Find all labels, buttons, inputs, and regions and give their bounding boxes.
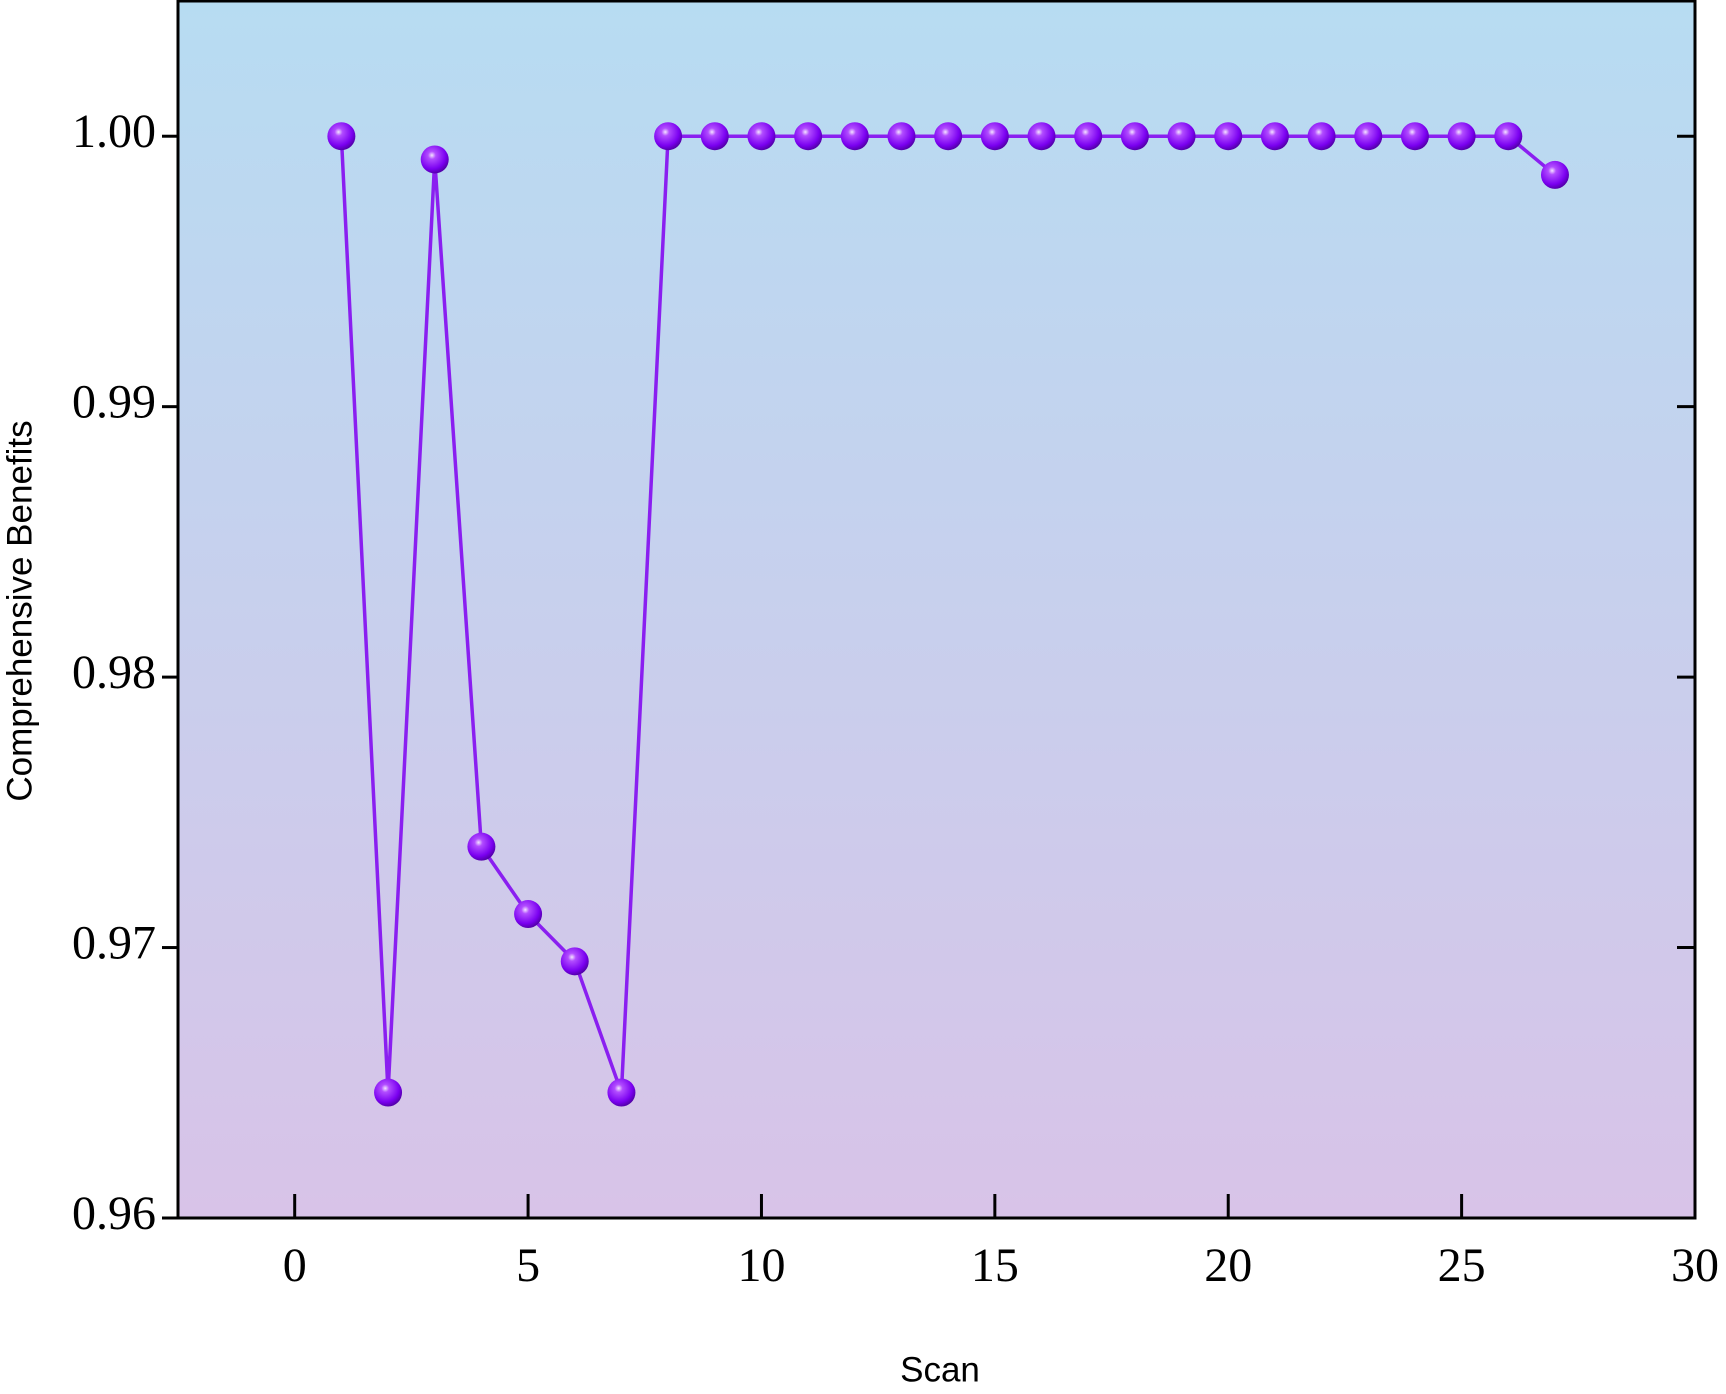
- data-point: [1540, 160, 1569, 189]
- data-point: [1074, 122, 1103, 151]
- data-point: [607, 1078, 636, 1107]
- data-point: [934, 122, 963, 151]
- data-point: [1400, 122, 1429, 151]
- data-point: [1354, 122, 1383, 151]
- plot-area: [176, 0, 1697, 1220]
- x-tick-label: 0: [283, 1239, 307, 1292]
- data-point: [327, 122, 356, 151]
- x-tick-label: 25: [1438, 1239, 1486, 1292]
- data-point: [700, 122, 729, 151]
- data-point: [420, 145, 449, 174]
- data-point: [980, 122, 1009, 151]
- data-point: [467, 832, 496, 861]
- x-tick-label: 5: [516, 1239, 540, 1292]
- data-point: [1214, 122, 1243, 151]
- data-point: [794, 122, 823, 151]
- data-point: [1494, 122, 1523, 151]
- x-tick-label: 15: [971, 1239, 1019, 1292]
- x-tick-label: 20: [1204, 1239, 1252, 1292]
- x-tick-label: 30: [1671, 1239, 1719, 1292]
- data-point: [654, 122, 683, 151]
- y-tick-label: 1.00: [72, 105, 156, 158]
- y-tick-label: 0.99: [72, 376, 156, 429]
- data-point: [1307, 122, 1336, 151]
- y-tick-label: 0.97: [72, 917, 156, 970]
- data-point: [840, 122, 869, 151]
- data-point: [1027, 122, 1056, 151]
- data-point: [1120, 122, 1149, 151]
- data-point: [514, 900, 543, 929]
- data-point: [1167, 122, 1196, 151]
- x-axis-title: Scan: [900, 1350, 980, 1389]
- data-point: [887, 122, 916, 151]
- data-point: [374, 1078, 403, 1107]
- x-tick-label: 10: [737, 1239, 785, 1292]
- y-axis-title: Comprehensive Benefits: [0, 420, 39, 801]
- data-point: [560, 947, 589, 976]
- data-point: [1260, 122, 1289, 151]
- y-tick-label: 0.98: [72, 646, 156, 699]
- y-tick-label: 0.96: [72, 1187, 156, 1240]
- data-point: [1447, 122, 1476, 151]
- data-point: [747, 122, 776, 151]
